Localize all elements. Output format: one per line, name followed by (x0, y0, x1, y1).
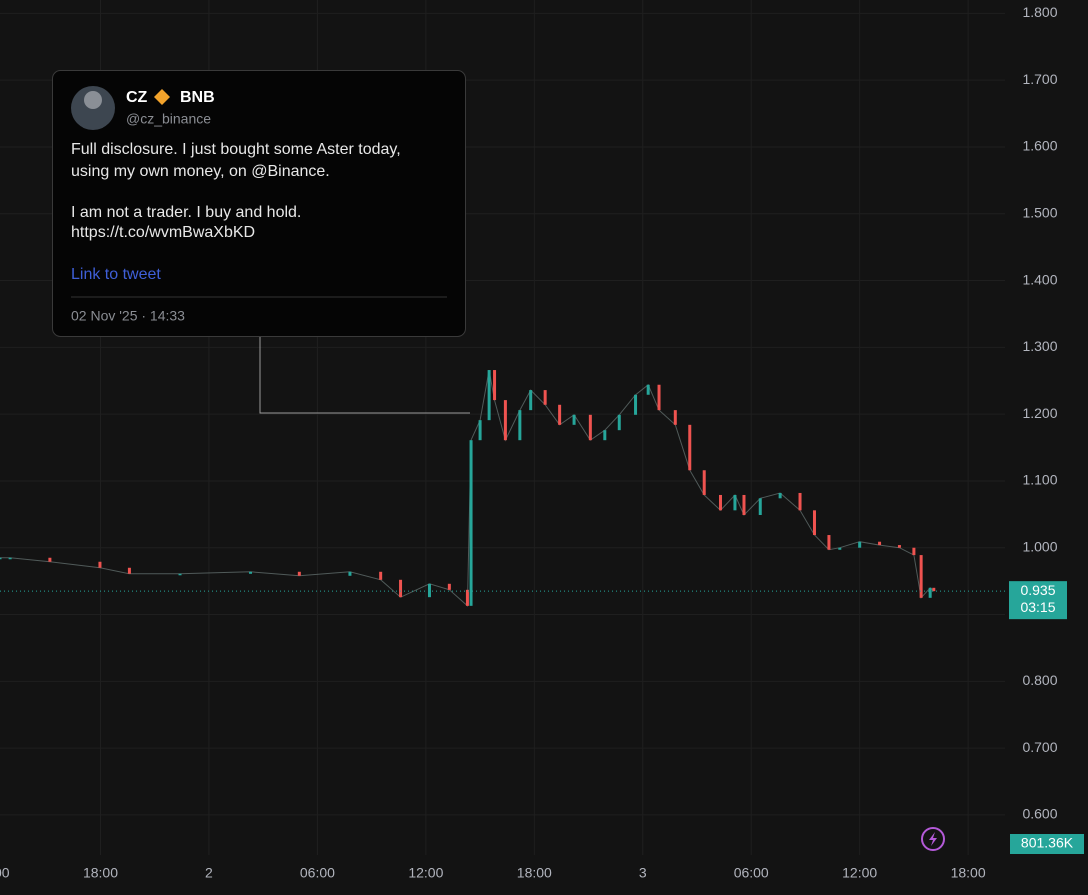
candle (572, 414, 576, 425)
candle (912, 547, 916, 556)
candle (98, 561, 102, 568)
x-tick-label: 18:00 (517, 865, 552, 881)
candle (778, 492, 782, 499)
x-tick-label: 2 (205, 865, 213, 881)
candle (858, 541, 862, 548)
candle (178, 573, 182, 576)
tweet-line: I am not a trader. I buy and hold. (71, 204, 301, 221)
y-tick-label: 0.700 (1022, 739, 1057, 755)
tweet-line: Full disclosure. I just bought some Aste… (71, 141, 401, 158)
x-tick-label: 18:00 (951, 865, 986, 881)
x-tick-label: 3 (639, 865, 647, 881)
countdown-label: 03:15 (1020, 599, 1055, 615)
candle (48, 557, 52, 562)
tweet-line: https://t.co/wvmBwaXbKD (71, 224, 255, 241)
y-tick-label: 1.000 (1022, 538, 1057, 554)
candle (827, 535, 831, 550)
y-tick-label: 1.200 (1022, 405, 1057, 421)
tweet-line: using my own money, on @Binance. (71, 163, 330, 180)
plot (0, 370, 1005, 607)
candle (249, 571, 253, 574)
candle (518, 410, 522, 441)
candle (878, 541, 882, 546)
y-tick-label: 1.500 (1022, 204, 1057, 220)
candle (673, 410, 677, 425)
last-price-tag (1009, 581, 1067, 620)
candle (297, 571, 301, 576)
candle (812, 510, 816, 536)
candle (733, 494, 737, 511)
candle (919, 555, 923, 598)
avatar-head (84, 91, 102, 109)
candle (932, 587, 936, 592)
x-tick-label: 12:00 (842, 865, 877, 881)
candle (503, 400, 507, 441)
badge-icon (154, 89, 170, 105)
candle (379, 571, 383, 580)
candle (718, 494, 722, 511)
tweet-link[interactable]: Link to tweet (71, 266, 161, 283)
x-tick-label: 18:00 (83, 865, 118, 881)
volume-tag (1010, 834, 1084, 854)
candle (758, 498, 762, 516)
lightning-icon (929, 832, 937, 846)
candle (529, 390, 533, 411)
candle (798, 492, 802, 511)
y-tick-label: 1.400 (1022, 271, 1057, 287)
tweet-date: 02 Nov '25 · 14:33 (71, 308, 185, 324)
y-tick-label: 1.300 (1022, 338, 1057, 354)
lightning-button[interactable] (921, 827, 945, 851)
candle (603, 430, 607, 441)
x-tick-label: 12:00 (0, 865, 10, 881)
candle (493, 370, 497, 401)
x-tick-label: 06:00 (734, 865, 769, 881)
candle (469, 440, 473, 606)
candle (427, 583, 431, 598)
candle (617, 414, 621, 431)
candle (646, 384, 650, 395)
candle (588, 414, 592, 441)
badge: BNB (180, 89, 215, 106)
candle (127, 567, 131, 574)
x-tick-label: 06:00 (300, 865, 335, 881)
y-tick-label: 1.700 (1022, 71, 1057, 87)
candle (558, 404, 562, 425)
handle: @cz_binance (126, 111, 211, 127)
candle (657, 384, 661, 411)
candle (0, 557, 2, 560)
y-tick-label: 0.600 (1022, 806, 1057, 822)
candle (478, 420, 482, 441)
tweet-card: CZ BNB @cz_binance Full disclosure. I ju… (52, 70, 466, 337)
candle (447, 583, 451, 590)
last-price-label: 0.935 (1020, 582, 1055, 598)
candle (543, 390, 547, 405)
lightning-ring (921, 827, 945, 851)
candle (8, 557, 12, 560)
y-tick-label: 1.100 (1022, 472, 1057, 488)
candle (348, 571, 352, 576)
candle (465, 589, 469, 606)
candle (487, 370, 491, 421)
y-tick-label: 0.800 (1022, 672, 1057, 688)
volume-label: 801.36K (1021, 835, 1074, 851)
candle (897, 545, 901, 548)
y-tick-label: 1.800 (1022, 4, 1057, 20)
y-tick-label: 1.600 (1022, 138, 1057, 154)
candle (399, 579, 403, 598)
card-frame (52, 70, 466, 337)
annotation-connector (259, 336, 470, 414)
candle (702, 470, 706, 495)
x-tick-label: 12:00 (408, 865, 443, 881)
candle (688, 424, 692, 471)
candle (634, 394, 638, 415)
candle (838, 547, 842, 550)
candle (742, 494, 746, 516)
author: CZ (126, 89, 148, 106)
candle (928, 587, 932, 598)
